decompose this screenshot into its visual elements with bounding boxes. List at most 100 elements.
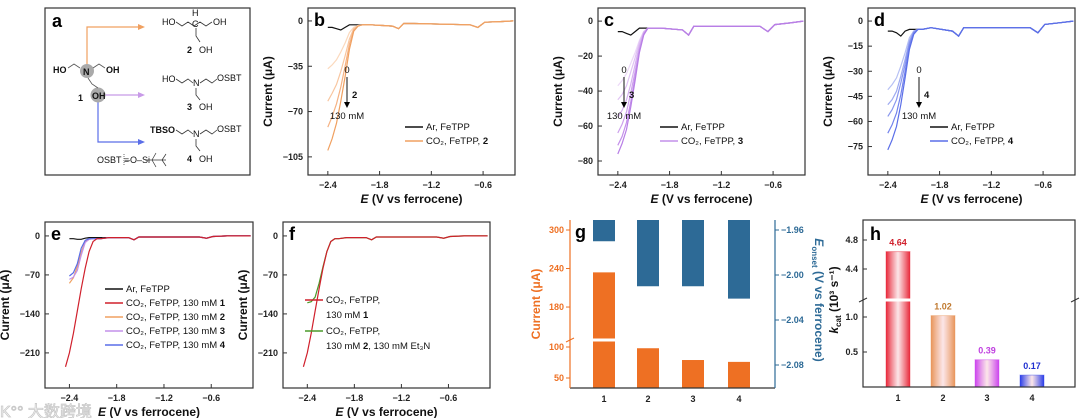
x-tick-label: 1 xyxy=(895,393,900,403)
x-axis-label: E (V vs ferrocene) xyxy=(920,192,1022,206)
legend-compound: 3 xyxy=(220,326,225,337)
legend-label-line2: 130 mM 2, 130 mM Et₃N xyxy=(326,341,430,352)
legend-compound: 1 xyxy=(363,310,369,321)
y-tick-label: −70 xyxy=(263,270,278,280)
concentration-start: 0 xyxy=(916,65,921,76)
c2-ho: HO xyxy=(162,17,176,27)
c4-number: 4 xyxy=(187,154,192,164)
x-axis-label-text: (V vs ferrocene) xyxy=(368,192,462,206)
plot-frame xyxy=(867,7,1076,176)
y-tick-label: −140 xyxy=(258,309,278,319)
legend-compound: 2 xyxy=(220,312,225,323)
eonset-bar xyxy=(682,220,704,287)
kcat-bar xyxy=(930,315,956,388)
arrowhead-icon xyxy=(138,139,145,145)
x-tick-label: −1.2 xyxy=(393,393,411,403)
bar-value-label: 0.17 xyxy=(1023,361,1041,371)
c2-oh-bottom: OH xyxy=(199,45,213,55)
x-tick-label: −2.4 xyxy=(319,180,337,190)
x-axis-label-text: (V vs ferrocene) xyxy=(343,405,437,418)
x-tick-label: −2.4 xyxy=(298,393,316,403)
legend-compound: 3 xyxy=(738,136,743,147)
osbt-definition: OSBT = xyxy=(97,155,129,165)
c3-ho: HO xyxy=(162,74,176,84)
current-bar xyxy=(682,360,704,388)
y-tick-label-right: −2.00 xyxy=(781,270,804,280)
bond xyxy=(175,21,213,27)
panel-c: −2.4 −1.8 −1.2 −0.6 0 −20 −40 −60 −80 c E (V vs fe… xyxy=(551,7,806,206)
x-axis-label: E (V vs ferrocene) xyxy=(335,405,437,418)
curves xyxy=(302,235,488,367)
x-axis-label: E (V vs ferrocene) xyxy=(98,405,200,418)
y-tick-label: −15 xyxy=(848,41,863,51)
x-tick-label: −1.2 xyxy=(712,180,730,190)
x-axis-label-symbol: E xyxy=(920,192,929,206)
y-tick-label: −30 xyxy=(848,66,863,76)
bond xyxy=(199,78,218,84)
curves xyxy=(617,20,804,155)
bond xyxy=(195,28,201,43)
panel-letter: f xyxy=(289,224,296,244)
plot-frame xyxy=(307,7,516,176)
y-tick-label: −45 xyxy=(848,91,863,101)
y-tick-label: −75 xyxy=(848,142,863,152)
axis-break-mark xyxy=(1070,297,1080,303)
legend-text: , 130 mM Et₃N xyxy=(368,341,430,352)
legend-label: CO₂, FeTPP, xyxy=(326,295,380,306)
panel-h: 4.64 1.02 0.39 0.17 1 2 3 4 0.5 1.0 4.4 4.8 h kcat (1… xyxy=(827,219,1080,403)
y-tick-label: −35 xyxy=(288,61,303,71)
arrowhead-icon xyxy=(344,102,350,108)
label-text: (V vs ferrocene) xyxy=(812,268,826,362)
x-axis-label-symbol: E xyxy=(650,192,659,206)
y-tick-label-left: 240 xyxy=(549,264,564,274)
bond xyxy=(92,63,106,69)
x-tick-label: −1.8 xyxy=(931,180,949,190)
panel-letter: g xyxy=(575,222,586,242)
axis-break-mark xyxy=(565,337,575,343)
panel-letter: b xyxy=(314,10,325,30)
x-tick-label: 2 xyxy=(940,393,945,403)
bond xyxy=(195,88,201,101)
x-tick-label: −0.6 xyxy=(440,393,458,403)
y-tick-label: 0 xyxy=(35,231,40,241)
legend-text: CO₂, FeTPP, xyxy=(426,136,483,147)
y-axis-label: Current (μA) xyxy=(551,56,565,127)
legend-label: Ar, FeTPP xyxy=(126,284,170,295)
eonset-bar xyxy=(593,220,615,242)
cv-curve xyxy=(69,235,251,277)
x-tick-label: −2.4 xyxy=(879,180,897,190)
y-tick-label: 0 xyxy=(298,16,303,26)
c1-n: N xyxy=(83,67,90,77)
c1-oh: OH xyxy=(106,65,120,75)
y-tick-label: 0.5 xyxy=(845,347,858,357)
x-tick-label: 4 xyxy=(1029,393,1034,403)
y-tick-label: −210 xyxy=(20,348,40,358)
highlight-oh xyxy=(90,87,106,103)
x-axis-label: E (V vs ferrocene) xyxy=(650,192,752,206)
y-tick-label: 4.4 xyxy=(845,264,858,274)
legend-label: CO₂, FeTPP, 2 xyxy=(426,136,488,147)
c2-oh: OH xyxy=(213,17,227,27)
legend-text: Ar, FeTPP xyxy=(126,284,170,295)
cv-curve xyxy=(617,20,804,118)
cv-curve xyxy=(617,20,804,155)
bond xyxy=(199,129,218,135)
c4-osbt: OSBT xyxy=(217,124,242,134)
legend-label: Ar, FeTPP xyxy=(951,122,995,133)
legend-text: CO₂, FeTPP, 130 mM xyxy=(126,312,220,323)
c3-number: 3 xyxy=(187,102,192,112)
bond xyxy=(175,78,194,84)
x-tick-label: 3 xyxy=(690,394,695,404)
legend-label: CO₂, FeTPP, 130 mM 1 xyxy=(126,298,226,309)
highlight-n xyxy=(80,64,94,78)
y-tick-label: −140 xyxy=(20,309,40,319)
legend-text: 130 mM xyxy=(326,341,363,352)
y-tick-label: 0 xyxy=(588,16,593,26)
y-tick-label-right: −2.04 xyxy=(781,315,804,325)
cv-curve xyxy=(302,235,488,367)
y-axis-label: Current (μA) xyxy=(0,270,12,341)
cv-curve xyxy=(617,20,804,134)
label-symbol: E xyxy=(812,238,826,247)
legend-label: CO₂, FeTPP, 130 mM 3 xyxy=(126,326,225,337)
